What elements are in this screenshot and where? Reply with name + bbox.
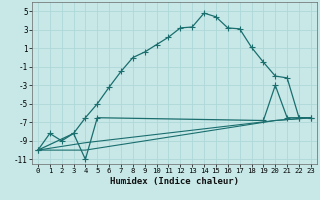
- X-axis label: Humidex (Indice chaleur): Humidex (Indice chaleur): [110, 177, 239, 186]
